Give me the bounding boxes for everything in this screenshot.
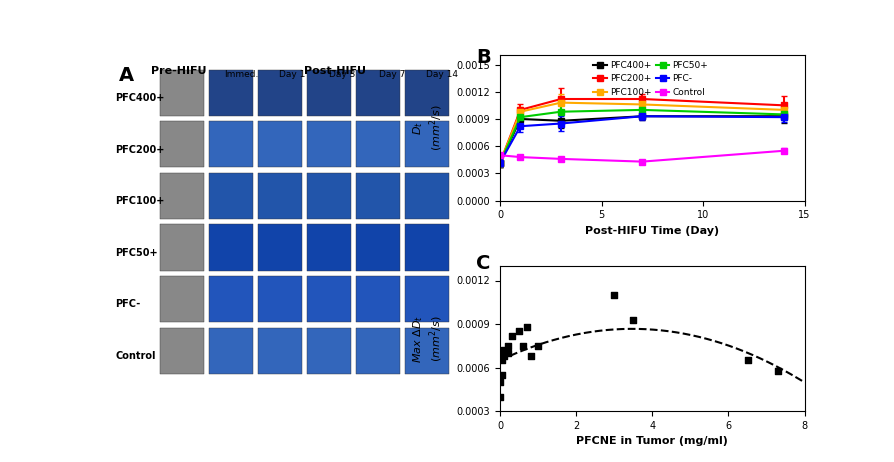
- Point: [504, 332, 519, 340]
- Bar: [209, 173, 253, 219]
- Bar: [405, 70, 449, 116]
- Point: [497, 353, 511, 360]
- Text: PFC400+: PFC400+: [115, 93, 164, 103]
- Legend: PFC400+, PFC200+, PFC100+, PFC50+, PFC-, Control: PFC400+, PFC200+, PFC100+, PFC50+, PFC-,…: [590, 57, 712, 100]
- Bar: [160, 276, 204, 322]
- Point: [740, 357, 755, 364]
- Point: [516, 342, 530, 350]
- Point: [493, 393, 507, 401]
- Text: PFC100+: PFC100+: [115, 196, 164, 207]
- Text: Day 14: Day 14: [426, 70, 459, 79]
- Text: A: A: [119, 66, 134, 85]
- Bar: [258, 173, 302, 219]
- Bar: [209, 70, 253, 116]
- Bar: [356, 225, 400, 271]
- Text: Day 1: Day 1: [279, 70, 305, 79]
- Point: [501, 349, 515, 357]
- X-axis label: PFCNE in Tumor (mg/ml): PFCNE in Tumor (mg/ml): [577, 437, 729, 446]
- Text: Pre-HIFU: Pre-HIFU: [151, 66, 207, 76]
- Bar: [209, 276, 253, 322]
- Bar: [308, 121, 351, 168]
- Bar: [356, 173, 400, 219]
- Bar: [160, 225, 204, 271]
- Bar: [209, 225, 253, 271]
- Text: Post-HIFU: Post-HIFU: [304, 66, 366, 76]
- X-axis label: Post-HIFU Time (Day): Post-HIFU Time (Day): [586, 226, 720, 236]
- Text: Day 7: Day 7: [379, 70, 405, 79]
- Bar: [308, 70, 351, 116]
- Text: C: C: [476, 255, 490, 274]
- Bar: [308, 276, 351, 322]
- Text: PFC200+: PFC200+: [115, 145, 164, 155]
- Bar: [405, 276, 449, 322]
- Point: [501, 342, 515, 350]
- Bar: [356, 121, 400, 168]
- Bar: [258, 225, 302, 271]
- Text: Day 3: Day 3: [329, 70, 355, 79]
- Point: [626, 316, 640, 323]
- Text: Control: Control: [115, 351, 156, 361]
- Point: [771, 367, 785, 374]
- Point: [531, 342, 545, 350]
- Bar: [209, 121, 253, 168]
- Bar: [308, 173, 351, 219]
- Point: [493, 378, 507, 386]
- Text: B: B: [476, 48, 491, 67]
- Bar: [308, 328, 351, 374]
- Bar: [258, 328, 302, 374]
- Point: [512, 328, 527, 335]
- Y-axis label: $D_t$
$(mm^2/s)$: $D_t$ $(mm^2/s)$: [411, 105, 445, 152]
- Bar: [209, 328, 253, 374]
- Point: [519, 323, 534, 331]
- Bar: [405, 121, 449, 168]
- Bar: [160, 173, 204, 219]
- Point: [495, 357, 510, 364]
- Point: [495, 371, 510, 378]
- Bar: [258, 276, 302, 322]
- Point: [497, 346, 511, 354]
- Bar: [356, 70, 400, 116]
- Bar: [308, 225, 351, 271]
- Y-axis label: $Max\ \Delta D_t$
$(mm^2/s)$: $Max\ \Delta D_t$ $(mm^2/s)$: [411, 315, 445, 363]
- Bar: [258, 70, 302, 116]
- Point: [523, 353, 537, 360]
- Bar: [405, 225, 449, 271]
- Bar: [356, 276, 400, 322]
- Bar: [160, 121, 204, 168]
- Text: PFC50+: PFC50+: [115, 248, 158, 258]
- Bar: [405, 173, 449, 219]
- Bar: [356, 328, 400, 374]
- Point: [607, 292, 621, 299]
- Bar: [160, 70, 204, 116]
- Bar: [160, 328, 204, 374]
- Bar: [405, 328, 449, 374]
- Text: Immed.: Immed.: [224, 70, 259, 79]
- Text: PFC-: PFC-: [115, 299, 140, 310]
- Bar: [258, 121, 302, 168]
